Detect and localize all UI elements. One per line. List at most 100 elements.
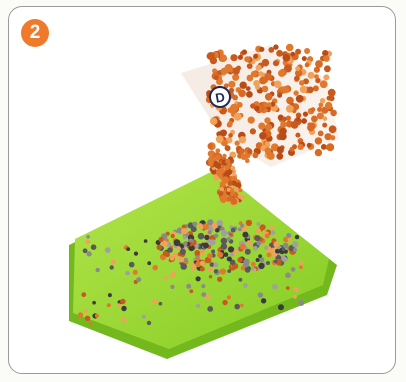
bead [324,65,331,72]
bead [257,222,261,226]
bead [290,147,295,152]
bead [207,52,215,60]
bead [207,306,213,312]
bead [239,136,246,143]
bead [286,233,291,238]
bead [157,245,163,251]
bead [246,86,251,91]
bead [305,63,310,68]
bead [214,269,218,273]
bead [147,321,151,325]
bead [203,243,209,249]
bead [246,91,253,98]
bead [228,133,233,138]
bead [191,266,196,271]
bead [254,235,260,241]
bead [230,104,238,112]
bead [227,257,232,262]
bead [317,107,322,112]
bead [181,228,187,234]
bead [267,253,272,258]
bead [201,292,206,297]
bead [262,86,269,93]
bead [303,112,308,117]
bead [202,223,209,230]
bead [286,105,294,113]
bead [211,250,215,254]
bead [152,265,158,271]
bead [178,257,184,263]
bead [276,153,283,160]
bead [171,234,175,238]
bead [315,137,322,144]
bead [200,267,205,272]
bead [232,74,239,81]
bead [311,107,316,112]
bead [229,233,233,237]
bead [225,165,230,170]
bead [228,81,235,88]
bead [262,59,270,67]
bead [238,90,246,98]
bead [217,252,223,258]
bead [252,152,258,158]
bead [282,86,289,93]
bead [89,322,92,325]
bead [318,131,324,137]
bead [330,135,335,140]
bead [280,128,287,135]
bead [222,176,229,183]
bead [182,225,186,229]
bead [320,98,325,103]
bead [247,63,253,69]
bead [290,52,295,57]
bead [233,67,240,74]
bead [259,132,267,140]
bead [248,117,255,124]
bead [92,301,96,305]
bead [234,187,239,192]
bead [136,277,141,282]
bead [204,235,209,240]
bead [247,149,252,154]
bead [247,240,252,245]
bead [238,194,243,199]
bead [225,145,231,151]
bead [121,317,127,323]
bead [120,299,126,305]
bead [239,278,243,282]
bead [227,237,231,241]
bead [217,277,222,282]
bead [311,116,318,123]
bead [250,103,255,108]
bead [167,247,173,253]
bead [280,121,287,128]
bead [96,268,100,272]
bead [107,303,111,307]
bead [95,314,99,318]
bead [272,284,278,290]
bead [87,251,92,256]
bead [320,80,328,88]
bead [191,226,197,232]
bead [258,292,264,298]
bead [232,95,238,101]
bead [170,272,175,277]
bead [330,110,337,117]
bead [282,248,286,252]
bead [260,224,266,230]
bead [117,303,121,307]
bead [189,289,193,293]
bead [263,78,268,83]
bead [81,292,86,297]
bead [200,252,205,257]
bead [296,117,301,122]
bead [274,81,282,89]
bead [170,256,175,261]
bead [147,261,151,265]
bead [240,244,246,250]
bead [247,75,254,82]
bead [256,65,262,71]
bead [244,56,250,62]
bead [307,143,312,148]
